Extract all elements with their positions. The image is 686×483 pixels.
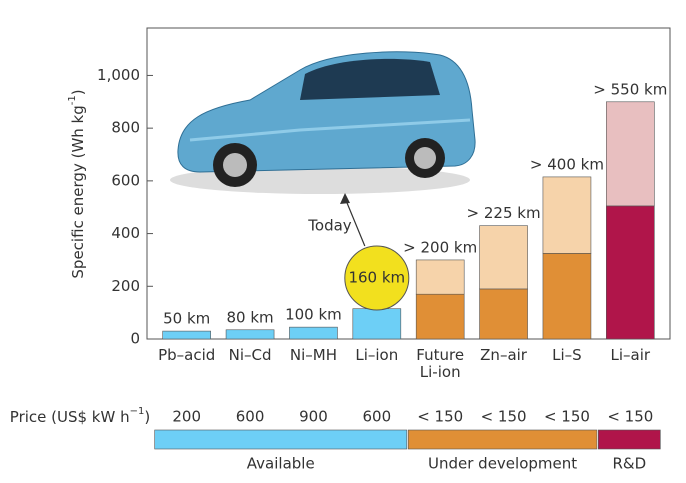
range-label: > 200 km	[403, 238, 477, 256]
price-label-text: Price (US$ kW h	[10, 408, 130, 426]
range-label: 50 km	[163, 310, 210, 328]
x-tick-label: Li–S	[552, 346, 582, 364]
price-label-end: )	[144, 408, 150, 426]
price: 600	[236, 408, 265, 426]
price: 200	[172, 408, 201, 426]
range-label: > 225 km	[467, 204, 541, 222]
bar-segment	[289, 326, 338, 340]
group-label: Under development	[428, 455, 577, 473]
price-label: Price (US$ kW h−1)	[10, 406, 150, 426]
range-label: 100 km	[285, 306, 342, 324]
y-tick-label: 400	[111, 224, 140, 242]
bar-segment	[225, 329, 275, 340]
y-tick-label: 800	[111, 119, 140, 137]
x-tick-label: Zn–air	[480, 346, 527, 364]
y-tick-label: 600	[111, 171, 140, 189]
price: < 150	[544, 408, 590, 426]
price: < 150	[417, 408, 463, 426]
annotation: Today	[307, 217, 352, 235]
group-bar	[154, 429, 408, 450]
x-tick-label: Ni–MH	[289, 346, 337, 364]
car-illustration	[170, 51, 476, 194]
bar-segment	[606, 205, 655, 340]
x-tick-label: Pb–acid	[158, 346, 216, 364]
bar-segment	[352, 308, 402, 340]
bar-segment	[479, 225, 528, 290]
range-label: 160 km	[348, 269, 405, 287]
today-circle	[344, 245, 410, 311]
bar-segment	[606, 101, 655, 207]
bar-segment	[542, 176, 592, 254]
group-bar	[598, 429, 661, 450]
plot-frame	[146, 27, 671, 340]
range-label: > 400 km	[530, 155, 604, 173]
bar-segment	[162, 330, 211, 340]
price: < 150	[607, 408, 653, 426]
price: 600	[362, 408, 391, 426]
bar-segment	[542, 253, 592, 340]
bar-segment	[415, 259, 465, 295]
y-tick-label: 1,000	[97, 66, 140, 84]
x-tick-label: Li–air	[610, 346, 651, 364]
y-axis-label: Specific energy (Wh kg-1)	[67, 89, 87, 278]
y-label-text: Specific energy (Wh kg	[69, 105, 87, 278]
y-label-sup: -1	[67, 95, 78, 105]
price: < 150	[481, 408, 527, 426]
group-label: Available	[247, 455, 315, 473]
today-arrow	[344, 197, 366, 247]
bar-segment	[479, 288, 528, 340]
range-label: > 550 km	[593, 80, 667, 98]
y-tick-label: 0	[130, 330, 140, 348]
y-label-end: )	[69, 89, 87, 95]
group-bar	[407, 429, 598, 450]
arrow-head	[340, 193, 350, 204]
x-tick-label: Future Li-ion	[416, 346, 465, 381]
bar-segment	[415, 293, 465, 340]
group-label: R&D	[612, 455, 646, 473]
x-tick-label: Ni–Cd	[228, 346, 272, 364]
price-label-sup: −1	[130, 406, 145, 417]
x-tick-label: Li–ion	[355, 346, 399, 364]
range-label: 80 km	[226, 308, 273, 326]
price: 900	[299, 408, 328, 426]
y-tick-label: 200	[111, 277, 140, 295]
